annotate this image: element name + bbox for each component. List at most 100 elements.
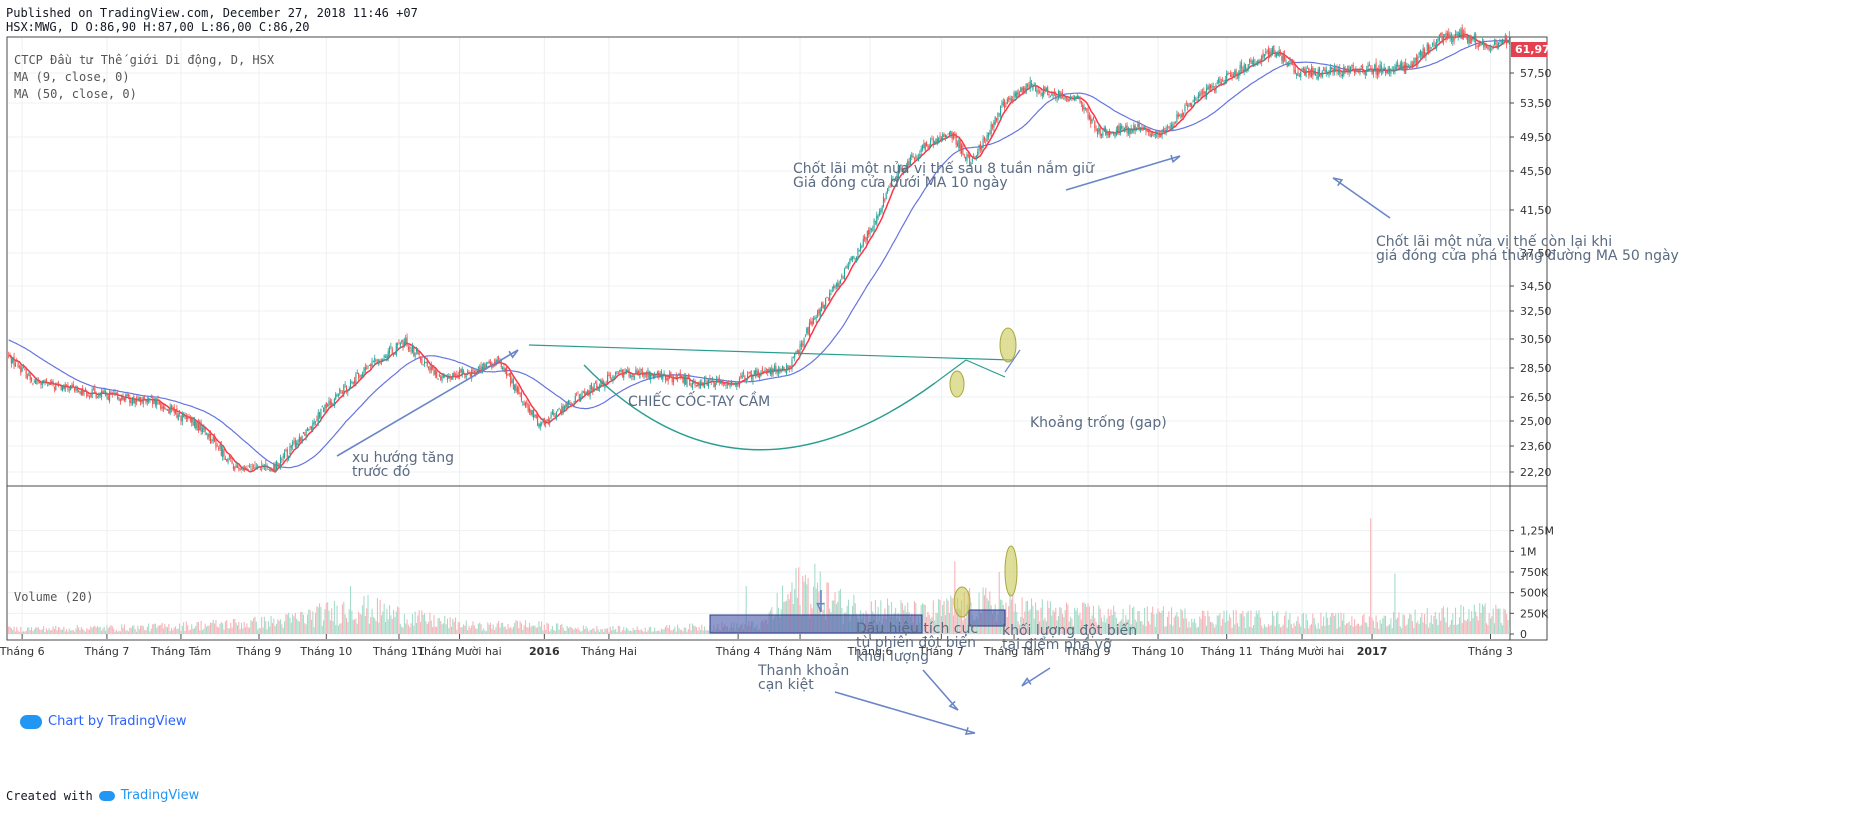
gap-pointer (1004, 349, 1021, 373)
candle-body (1224, 80, 1226, 84)
volume-bar (1051, 615, 1053, 634)
volume-bar (1175, 615, 1177, 634)
candle-body (806, 328, 808, 334)
time-axis[interactable]: Tháng 6 Tháng 7 Tháng Tám Tháng 9 Tháng 10 Th… (0, 634, 1513, 658)
candle-body (950, 130, 952, 135)
volume-bar (87, 629, 89, 634)
candle-body (375, 360, 377, 361)
candle (1076, 93, 1078, 100)
candle (1025, 83, 1027, 95)
volume-bar (109, 626, 111, 634)
candle-body (1063, 98, 1065, 100)
candle-body (1485, 46, 1488, 49)
candle-body (682, 375, 684, 383)
volume-bar (140, 625, 142, 634)
candle-body (1107, 131, 1109, 135)
volume-bar (1360, 624, 1362, 634)
candle (1071, 96, 1073, 102)
candle-body (818, 308, 820, 314)
candle (930, 137, 932, 149)
volume-bar (142, 626, 144, 634)
candle (230, 454, 232, 462)
volume-bar (18, 632, 20, 634)
volume-bar (214, 623, 216, 634)
candle-body (998, 113, 1000, 115)
candle (640, 368, 642, 374)
volume-bar (1223, 610, 1225, 634)
volume-bar (946, 598, 948, 634)
candle-body (874, 221, 876, 223)
candle (581, 390, 583, 398)
breakout-oval (949, 370, 965, 398)
volume-bar (227, 628, 229, 634)
volume-bar (180, 630, 182, 634)
volume-bar (9, 626, 11, 634)
candle-body (659, 373, 661, 378)
candle (921, 144, 924, 152)
volume-bar (974, 619, 976, 634)
candle (608, 371, 610, 377)
volume-bar (629, 630, 632, 634)
tradingview-brand[interactable]: TradingView (120, 788, 200, 803)
tradingview-watermark[interactable]: Chart by TradingView (20, 714, 186, 729)
volume-bar (663, 629, 665, 634)
candle-body (1200, 92, 1202, 95)
candle (1356, 69, 1358, 73)
candle-body (1126, 125, 1128, 134)
candle-body (570, 402, 572, 404)
candle-body (72, 384, 74, 387)
candle-body (278, 463, 280, 468)
candle (358, 372, 360, 381)
volume-bar (460, 627, 462, 634)
candle-body (702, 382, 704, 386)
candle (313, 418, 315, 426)
volume-bar (304, 623, 306, 634)
candle (1418, 51, 1420, 58)
candle-body (90, 395, 92, 397)
volume-bar (170, 628, 173, 634)
volume-bar (601, 629, 603, 634)
candle (1401, 59, 1403, 70)
candle (1454, 29, 1457, 39)
candle (1090, 114, 1092, 128)
volume-bar (632, 628, 634, 634)
volume-bar (480, 624, 482, 634)
volume-bar (362, 605, 364, 634)
candle (146, 396, 148, 406)
candle-body (70, 385, 72, 391)
candle (403, 337, 405, 348)
candle-body (524, 402, 527, 407)
volume-bar (402, 627, 404, 634)
volume-bar (1105, 622, 1107, 634)
candle (1078, 95, 1080, 100)
candle (811, 317, 813, 327)
volume-bar (1258, 610, 1260, 634)
candle (122, 393, 124, 401)
candle-body (249, 466, 251, 468)
candle (547, 416, 549, 425)
price-axis[interactable]: 22,2023,6025,0026,5028,5030,5032,5034,50… (1510, 42, 1552, 479)
volume-tick-label: 500K (1520, 587, 1549, 600)
candle (1193, 95, 1195, 107)
candle-body (367, 366, 369, 368)
candle (940, 135, 942, 143)
volume-bar (527, 627, 529, 634)
candle-body (526, 401, 528, 405)
volume-bar (1118, 622, 1120, 634)
candle-body (960, 144, 963, 154)
candle-body (298, 436, 300, 442)
candle (1499, 38, 1501, 45)
candle (962, 142, 964, 156)
volume-bar (351, 610, 353, 634)
volume-bar (1053, 611, 1055, 634)
volume-bar (654, 627, 656, 634)
candle-body (1199, 93, 1201, 97)
candle-body (1374, 64, 1376, 71)
volume-bar (37, 627, 39, 634)
candle-body (301, 435, 303, 443)
candle (829, 289, 831, 303)
candle-body (547, 419, 549, 422)
candle (710, 378, 712, 386)
